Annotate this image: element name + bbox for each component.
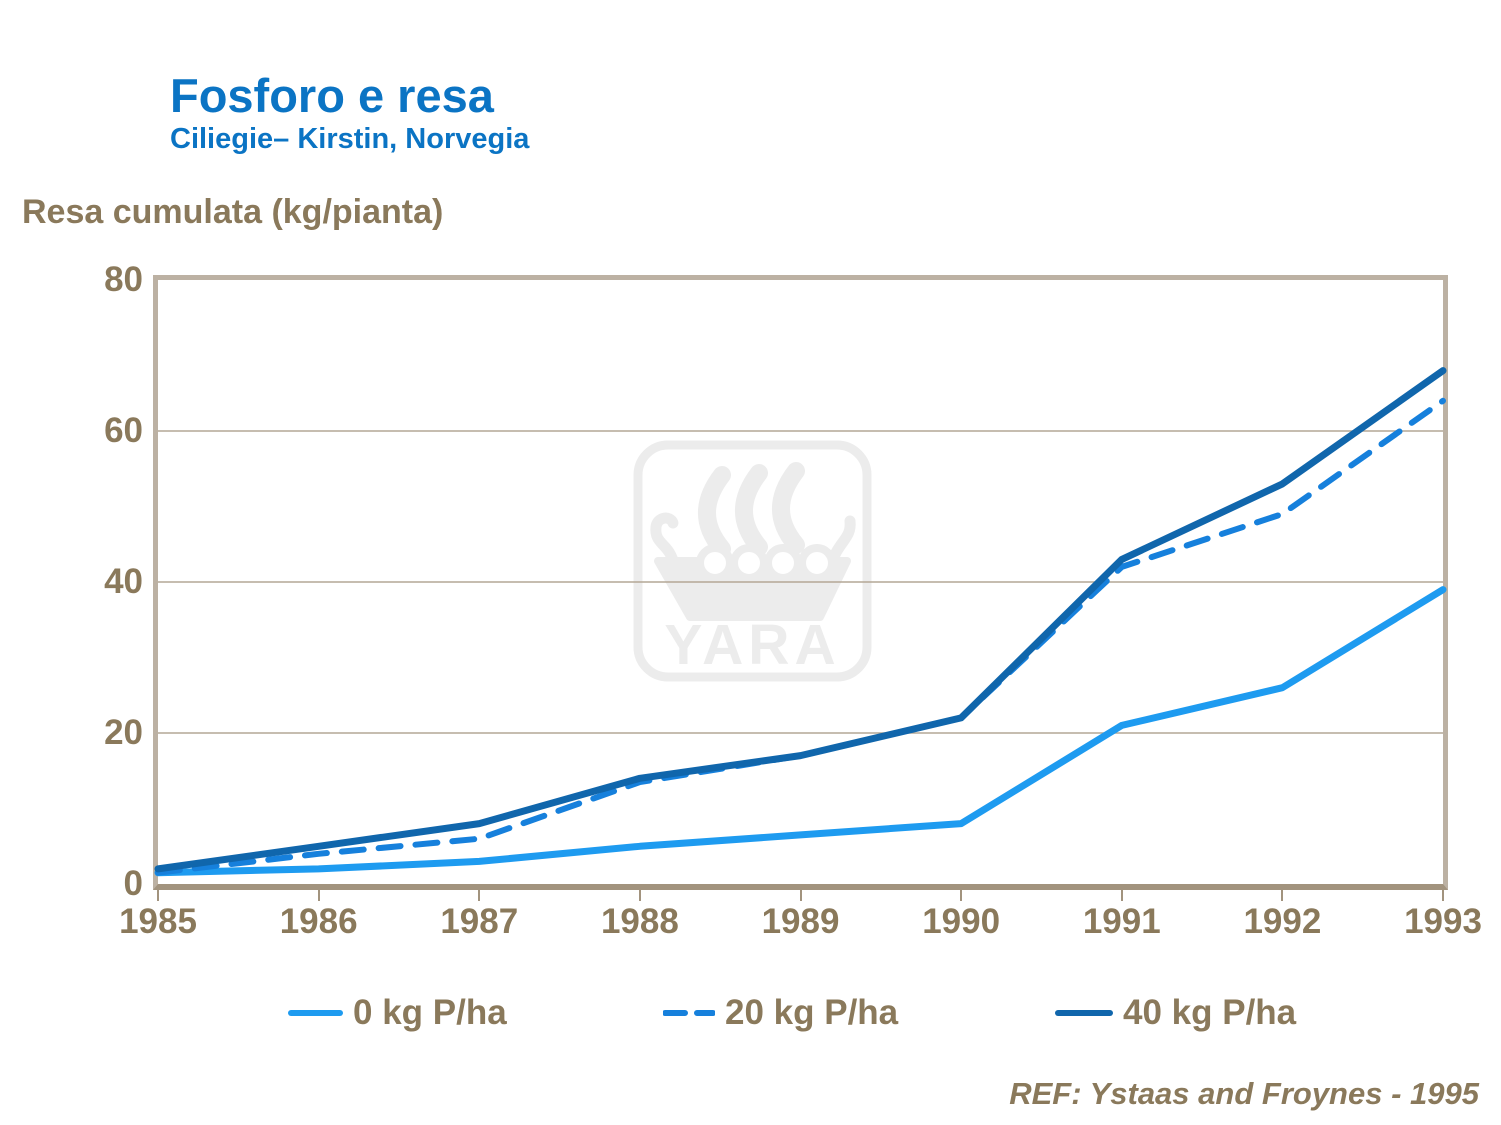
footer-reference: REF: Ystaas and Froynes - 1995 (1009, 1076, 1479, 1111)
x-axis-label-1992: 1992 (1243, 902, 1322, 941)
x-axis-label-1989: 1989 (761, 902, 840, 941)
x-axis-tick-1991 (1120, 890, 1123, 901)
chart-subtitle: Ciliegie– Kirstin, Norvegia (170, 123, 530, 155)
y-axis-label-60: 60 (104, 411, 143, 450)
y-axis-title: Resa cumulata (kg/pianta) (22, 193, 444, 231)
x-axis-tick-1990 (960, 890, 963, 901)
legend-swatch-20kg-dashed-line (663, 1010, 715, 1016)
legend-item-20kg: 20 kg P/ha (663, 992, 898, 1034)
watermark-frame (633, 440, 872, 682)
legend-swatch-40kg-solid-line (1055, 1010, 1113, 1016)
x-axis-tick-1988 (638, 890, 641, 901)
x-axis-label-1993: 1993 (1404, 902, 1482, 941)
x-axis-tick-1985 (157, 890, 159, 901)
x-axis-label-1985: 1985 (119, 902, 197, 941)
plot-svg (154, 367, 1447, 877)
x-axis-label-1987: 1987 (440, 902, 519, 941)
x-axis-tick-1992 (1281, 890, 1284, 901)
legend-item-0kg: 0 kg P/ha (288, 992, 507, 1034)
x-axis-label-1990: 1990 (922, 902, 1001, 941)
legend-swatch-0kg-solid-line (288, 1010, 343, 1016)
viking-ship-hull (650, 512, 856, 621)
x-axis-label-1988: 1988 (600, 902, 679, 941)
yara-watermark: YARA (633, 440, 872, 682)
legend-label-40kg: 40 kg P/ha (1123, 993, 1297, 1032)
x-axis-label-1986: 1986 (279, 902, 358, 941)
series-line-0-kg-p/ha (154, 586, 1447, 877)
y-axis-label-20: 20 (104, 713, 143, 752)
x-axis-tick-1987 (478, 890, 481, 901)
series-line-40-kg-p/ha (154, 367, 1447, 873)
series-line-20-kg-p/ha (155, 397, 1446, 876)
legend-item-40kg: 40 kg P/ha (1055, 992, 1296, 1034)
x-axis-tick-1989 (799, 890, 802, 901)
viking-ship-sails (698, 462, 805, 558)
x-axis-tick-1986 (317, 890, 320, 901)
y-axis-label-0: 0 (123, 864, 143, 903)
x-axis-label-1991: 1991 (1082, 902, 1161, 941)
x-axis-tick-1993 (1442, 890, 1444, 901)
legend-label-20kg: 20 kg P/ha (725, 993, 899, 1032)
plot-frame: YARA (153, 275, 1448, 890)
y-axis-label-40: 40 (104, 562, 143, 601)
legend-label-0kg: 0 kg P/ha (353, 993, 507, 1032)
watermark-text: YARA (664, 613, 840, 677)
chart-title: Fosforo e resa (170, 69, 494, 122)
y-axis-label-80: 80 (104, 260, 143, 299)
